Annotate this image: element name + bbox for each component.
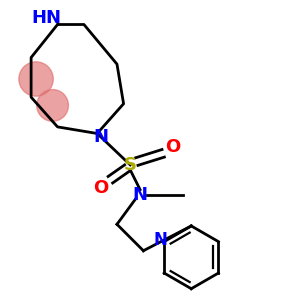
Text: N: N [93,128,108,146]
Text: O: O [166,138,181,156]
Text: S: S [124,156,137,174]
Text: N: N [133,186,148,204]
Circle shape [19,62,53,96]
Text: HN: HN [31,9,61,27]
Text: N: N [154,231,168,249]
Text: O: O [93,179,108,197]
Circle shape [37,90,68,121]
